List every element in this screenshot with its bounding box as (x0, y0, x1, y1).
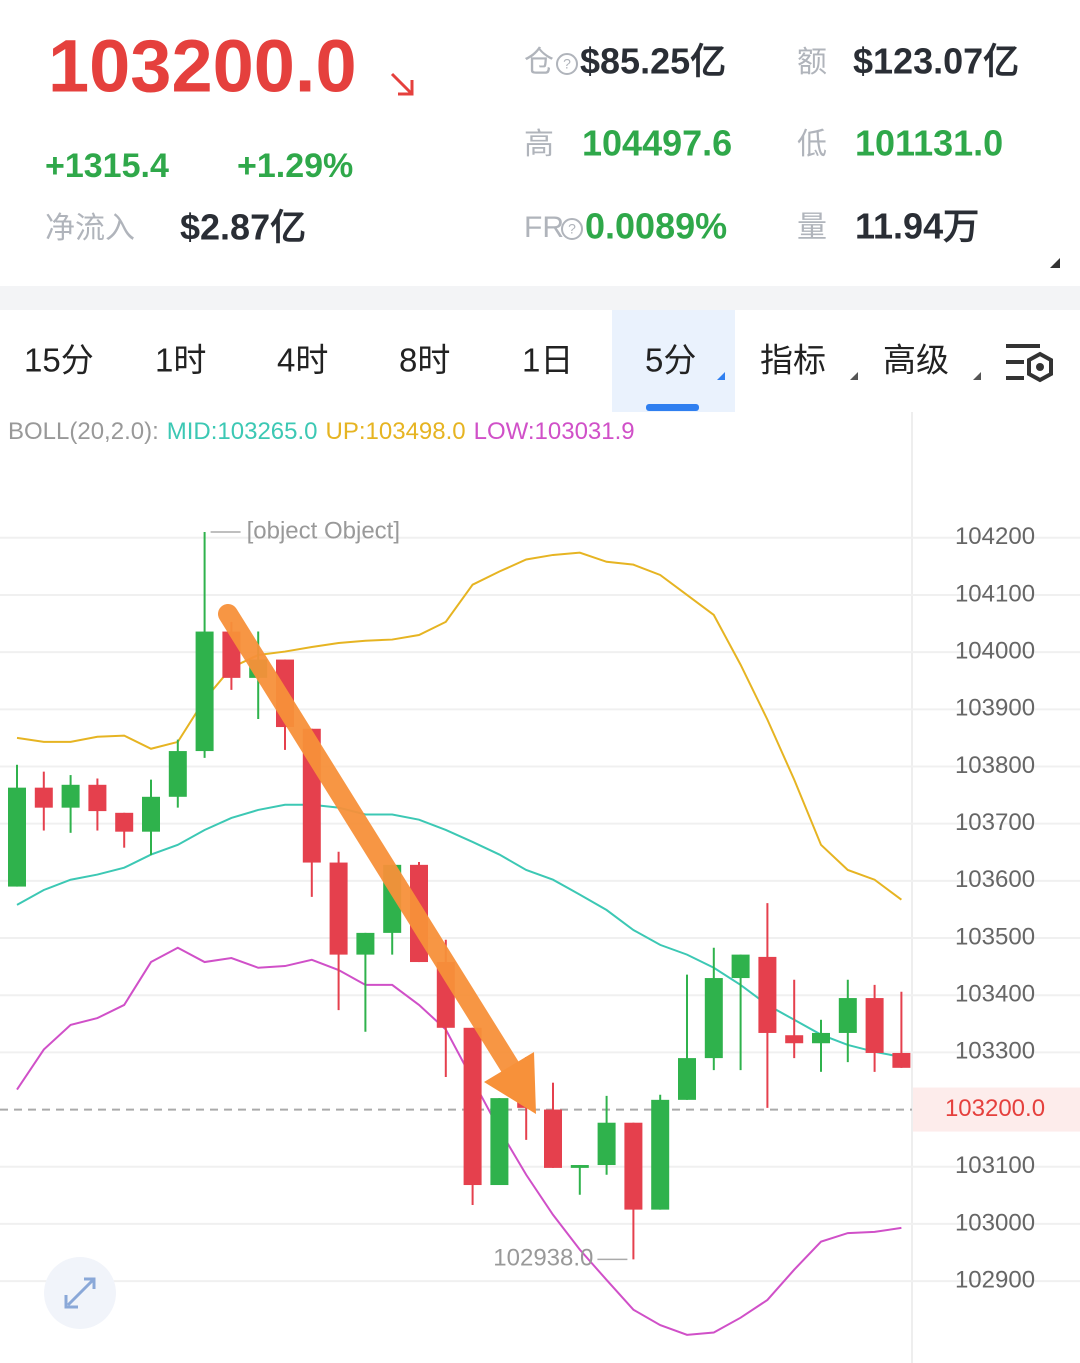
tab[interactable]: 5分 (645, 342, 696, 379)
candle-body (356, 932, 375, 955)
stat-label: FR (524, 211, 564, 244)
y-tick-label: 102900 (955, 1266, 1035, 1293)
candle-body (785, 1035, 804, 1044)
tab-highlight (612, 310, 735, 412)
y-tick-label: 103500 (955, 923, 1035, 950)
tab-underline (646, 404, 699, 411)
y-tick-label: 103000 (955, 1209, 1035, 1236)
boll-line (16, 551, 902, 901)
stat-label: 仓 (524, 46, 554, 79)
down-arrow (390, 72, 414, 96)
candle-body (490, 1098, 509, 1186)
stat-label: 高 (524, 128, 554, 161)
tab[interactable]: 1时 (155, 342, 206, 379)
help-icon[interactable]: ? (561, 218, 583, 240)
tab-bar: 15分 1时 4时 8时 1日 5分 指标 高级 (24, 310, 981, 412)
expand-corner[interactable] (1050, 258, 1060, 268)
legend-item: MID:103265.0 (167, 418, 318, 445)
price: 103200.0 (48, 25, 357, 108)
separator (0, 286, 1080, 310)
annotation: [object Object] (247, 517, 400, 544)
candle-body (704, 978, 723, 1059)
y-tick-label: 103700 (955, 809, 1035, 836)
candle-body (544, 1109, 562, 1168)
candle-body (34, 787, 53, 808)
candle-body (115, 812, 134, 832)
candle-body (168, 751, 187, 797)
legend-item: BOLL(20,2.0): (8, 418, 159, 445)
change: +1315.4 (45, 147, 169, 185)
legend-item: LOW:103031.9 (474, 418, 635, 445)
tab-caret (850, 372, 858, 380)
stat-value: 101131.0 (855, 123, 1003, 164)
candle-body (195, 631, 214, 752)
y-tick-label: 103100 (955, 1152, 1035, 1179)
tab[interactable]: 4时 (277, 342, 328, 379)
tab[interactable]: 指标 (760, 342, 826, 379)
net-inflow-label: 净流入 (45, 212, 135, 245)
candle-body (142, 796, 160, 832)
candle-body (865, 998, 884, 1053)
help-icon[interactable]: ? (556, 53, 578, 75)
stat-label: 额 (797, 46, 827, 79)
candle-body (8, 787, 26, 887)
candle-body (88, 784, 107, 812)
fullscreen-button[interactable] (44, 1257, 116, 1329)
stat-label: 低 (797, 128, 827, 161)
stat-value: $123.07亿 (853, 41, 1019, 82)
candle-body (838, 998, 857, 1033)
candle-body (731, 954, 750, 979)
y-tick-label: 104200 (955, 523, 1035, 550)
boll-line (16, 946, 902, 1336)
candle-body (597, 1122, 616, 1166)
candle-body (678, 1058, 696, 1100)
tab[interactable]: 高级 (883, 342, 949, 379)
stat-value: 0.0089% (585, 206, 727, 247)
stat-value: $85.25亿 (580, 41, 726, 82)
candle-body (329, 862, 348, 955)
y-tick-label: 104100 (955, 580, 1035, 607)
candle-body (892, 1052, 911, 1068)
stat-label: 量 (797, 211, 827, 244)
tab[interactable]: 8时 (399, 342, 450, 379)
candle-body (570, 1165, 589, 1168)
candle-body (61, 784, 80, 808)
y-tick-label: 103400 (955, 981, 1035, 1008)
stat-value: 104497.6 (582, 123, 732, 164)
tab[interactable]: 1日 (522, 342, 573, 379)
boll-line (16, 803, 902, 1058)
stat-value: 11.94万 (855, 206, 979, 247)
candle-body (812, 1032, 830, 1044)
tab-caret (973, 372, 981, 380)
trend-arrow (218, 604, 536, 1114)
annotation: 102938.0 (493, 1245, 593, 1272)
legend-item: UP:103498.0 (326, 418, 466, 445)
settings-icon[interactable] (1006, 344, 1053, 383)
net-inflow: $2.87亿 (180, 207, 306, 248)
y-tick-label: 103300 (955, 1038, 1035, 1065)
y-tick-label: 103800 (955, 752, 1035, 779)
y-tick-label: 103600 (955, 866, 1035, 893)
y-tick-label: 104000 (955, 637, 1035, 664)
change-pct: +1.29% (237, 147, 353, 185)
tab-caret (717, 372, 725, 380)
last-price-box (913, 1087, 1080, 1132)
candle-body (758, 956, 777, 1033)
tab[interactable]: 15分 (24, 342, 94, 379)
candle-body (463, 1027, 482, 1186)
svg-text:?: ? (568, 221, 576, 237)
last-price-label: 103200.0 (945, 1095, 1045, 1122)
svg-text:?: ? (563, 56, 571, 72)
candle-body (624, 1122, 643, 1210)
indicator-legend: BOLL(20,2.0): MID:103265.0 UP:103498.0 LOW:… (8, 418, 635, 445)
candle-body (651, 1099, 670, 1210)
y-tick-label: 103900 (955, 695, 1035, 722)
